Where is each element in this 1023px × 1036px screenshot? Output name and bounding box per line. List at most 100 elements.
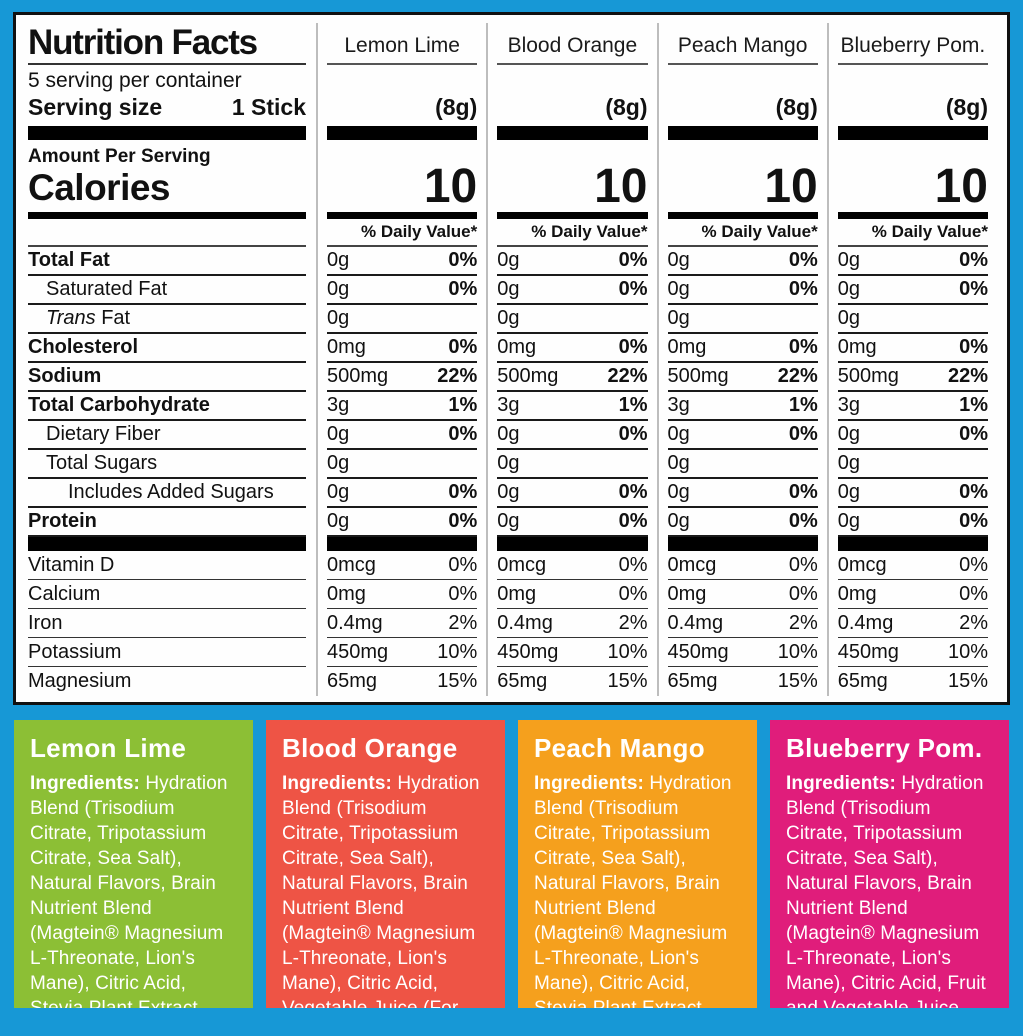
nutrient-label-rows: Total Fat Saturated Fat Trans Fat Cholester…	[28, 247, 306, 537]
nutrient-row-cholesterol: 0mg 0%	[837, 334, 988, 363]
nutrient-daily-value: 0%	[959, 423, 988, 445]
ingredient-box-text: Ingredients: Hydration Blend (Trisodium …	[786, 773, 986, 1008]
spacer	[497, 65, 647, 92]
vitamin-row-iron: 0.4mg 2%	[497, 609, 648, 638]
vitamin-row-label-calcium: Calcium	[28, 580, 306, 609]
nutrient-amount: 3g	[667, 394, 690, 416]
vitamin-amount: 0mg	[497, 582, 537, 605]
ingredient-box-text: Ingredients: Hydration Blend (Trisodium …	[534, 773, 732, 1008]
vitamin-amount: 450mg	[497, 640, 559, 663]
thick-rule-bar	[327, 126, 478, 140]
nutrient-amount: 0g	[837, 307, 860, 329]
nutrient-amount: 0g	[497, 423, 520, 445]
nutrient-amount: 0g	[837, 481, 860, 503]
nutrient-amount: 3g	[837, 394, 860, 416]
ingredient-box-peach-mango: Peach Mango Ingredients: Hydration Blend …	[518, 720, 757, 1008]
label-column: Nutrition Facts 5 serving per container …	[28, 23, 316, 696]
vitamin-amount: 0.4mg	[837, 611, 894, 634]
nutrient-row-total-carbohydrate: 3g 1%	[837, 392, 988, 421]
nutrient-row-protein: 0g 0%	[497, 508, 648, 537]
ingredient-box-title: Blood Orange	[282, 733, 458, 763]
nutrient-daily-value: 0%	[959, 249, 988, 271]
vitamin-daily-value: 2%	[788, 611, 818, 634]
nutrient-amount: 0g	[327, 307, 350, 329]
nutrient-amount: 0g	[837, 423, 860, 445]
nutrient-amount: 0g	[667, 481, 690, 503]
nutrient-daily-value: 0%	[788, 249, 818, 271]
vitamin-row-vitamin-d: 0mcg 0%	[327, 551, 478, 580]
vitamin-amount: 0mcg	[327, 553, 376, 576]
nutrient-row-total-sugars: 0g	[497, 450, 648, 479]
nutrient-amount: 0g	[667, 452, 690, 474]
ingredient-box-title: Lemon Lime	[30, 733, 187, 763]
nutrient-row-label-total-sugars: Total Sugars	[28, 450, 306, 479]
flavor-name: Peach Mango	[667, 23, 818, 65]
nutrient-amount: 0g	[497, 278, 520, 300]
nutrient-name: Potassium	[28, 640, 122, 663]
nutrient-row-saturated-fat: 0g 0%	[667, 276, 818, 305]
nutrient-amount: 0g	[327, 423, 350, 445]
vitamin-amount: 0.4mg	[327, 611, 383, 634]
medium-rule-bar	[28, 212, 306, 219]
nutrition-facts-panel: Nutrition Facts 5 serving per container …	[13, 12, 1010, 705]
ingredient-box-title: Blueberry Pom.	[786, 733, 983, 763]
nutrient-daily-value: 0%	[618, 249, 648, 271]
thick-rule-bar	[497, 126, 648, 140]
daily-value-header: % Daily Value*	[837, 219, 988, 247]
vitamin-row-iron: 0.4mg 2%	[667, 609, 818, 638]
nutrient-daily-value: 1%	[618, 394, 648, 416]
vitamin-amount: 65mg	[667, 670, 718, 692]
nutrient-row-total-carbohydrate: 3g 1%	[327, 392, 478, 421]
nutrient-amount: 0g	[667, 249, 690, 271]
ingredient-box-text: Ingredients: Hydration Blend (Trisodium …	[30, 773, 228, 1008]
serving-size-label: Serving size	[28, 94, 163, 120]
medium-rule-bar	[497, 212, 648, 219]
nutrient-amount: 500mg	[667, 365, 729, 387]
nutrient-name: Includes Added Sugars	[68, 481, 274, 503]
serving-size-value: 1 Stick	[231, 94, 306, 120]
spacer	[327, 65, 477, 92]
nutrient-name: Dietary Fiber	[46, 423, 161, 445]
vitamin-daily-value: 10%	[437, 640, 478, 663]
nutrient-daily-value: 0%	[448, 278, 478, 300]
nutrient-row-saturated-fat: 0g 0%	[837, 276, 988, 305]
calories-value: 10	[423, 160, 478, 214]
nutrient-daily-value: 0%	[618, 336, 648, 358]
flavor-name: Blueberry Pom.	[837, 23, 988, 65]
ingredients-label: Ingredients:	[282, 773, 392, 794]
nutrient-row-total-fat: 0g 0%	[667, 247, 818, 276]
vitamin-daily-value: 15%	[437, 670, 478, 692]
nutrient-amount: 3g	[497, 394, 520, 416]
nutrient-amount: 0g	[327, 278, 350, 300]
nutrient-row-label-sodium: Sodium	[28, 363, 306, 392]
calories-value: 10	[594, 160, 648, 214]
vitamin-amount: 65mg	[497, 670, 548, 692]
nutrient-daily-value: 0%	[448, 249, 478, 271]
nutrient-name: Calcium	[28, 582, 101, 605]
vitamin-row-potassium: 450mg 10%	[837, 638, 988, 667]
label-sheet: Nutrition Facts 5 serving per container …	[0, 12, 1023, 1036]
nutrient-daily-value: 22%	[437, 365, 478, 387]
daily-value-header: % Daily Value*	[497, 219, 648, 247]
nutrient-row-total-fat: 0g 0%	[837, 247, 988, 276]
vitamin-daily-value: 0%	[618, 582, 648, 605]
vitamin-daily-value: 0%	[618, 553, 648, 576]
ingredient-box-title: Peach Mango	[534, 733, 705, 763]
vitamin-row-label-vitamin-d: Vitamin D	[28, 551, 306, 580]
nutrient-row-total-sugars: 0g	[837, 450, 988, 479]
flavor-name: Blood Orange	[497, 23, 648, 65]
vitamin-row-label-magnesium: Magnesium	[28, 667, 306, 696]
nutrient-amount: 0mg	[667, 336, 707, 358]
nutrient-name: Total Sugars	[46, 452, 158, 474]
vitamin-row-vitamin-d: 0mcg 0%	[497, 551, 648, 580]
nutrient-row-total-carbohydrate: 3g 1%	[667, 392, 818, 421]
nutrient-daily-value: 1%	[448, 394, 478, 416]
nutrient-daily-value: 0%	[448, 423, 478, 445]
calories-label: Calories	[28, 167, 171, 208]
nutrient-amount: 0g	[667, 510, 690, 532]
nutrient-amount: 0g	[497, 452, 520, 474]
vitamin-amount: 450mg	[667, 640, 729, 663]
nutrient-amount: 0g	[497, 481, 520, 503]
vitamin-row-calcium: 0mg 0%	[327, 580, 478, 609]
vitamin-amount: 0mcg	[497, 553, 547, 576]
